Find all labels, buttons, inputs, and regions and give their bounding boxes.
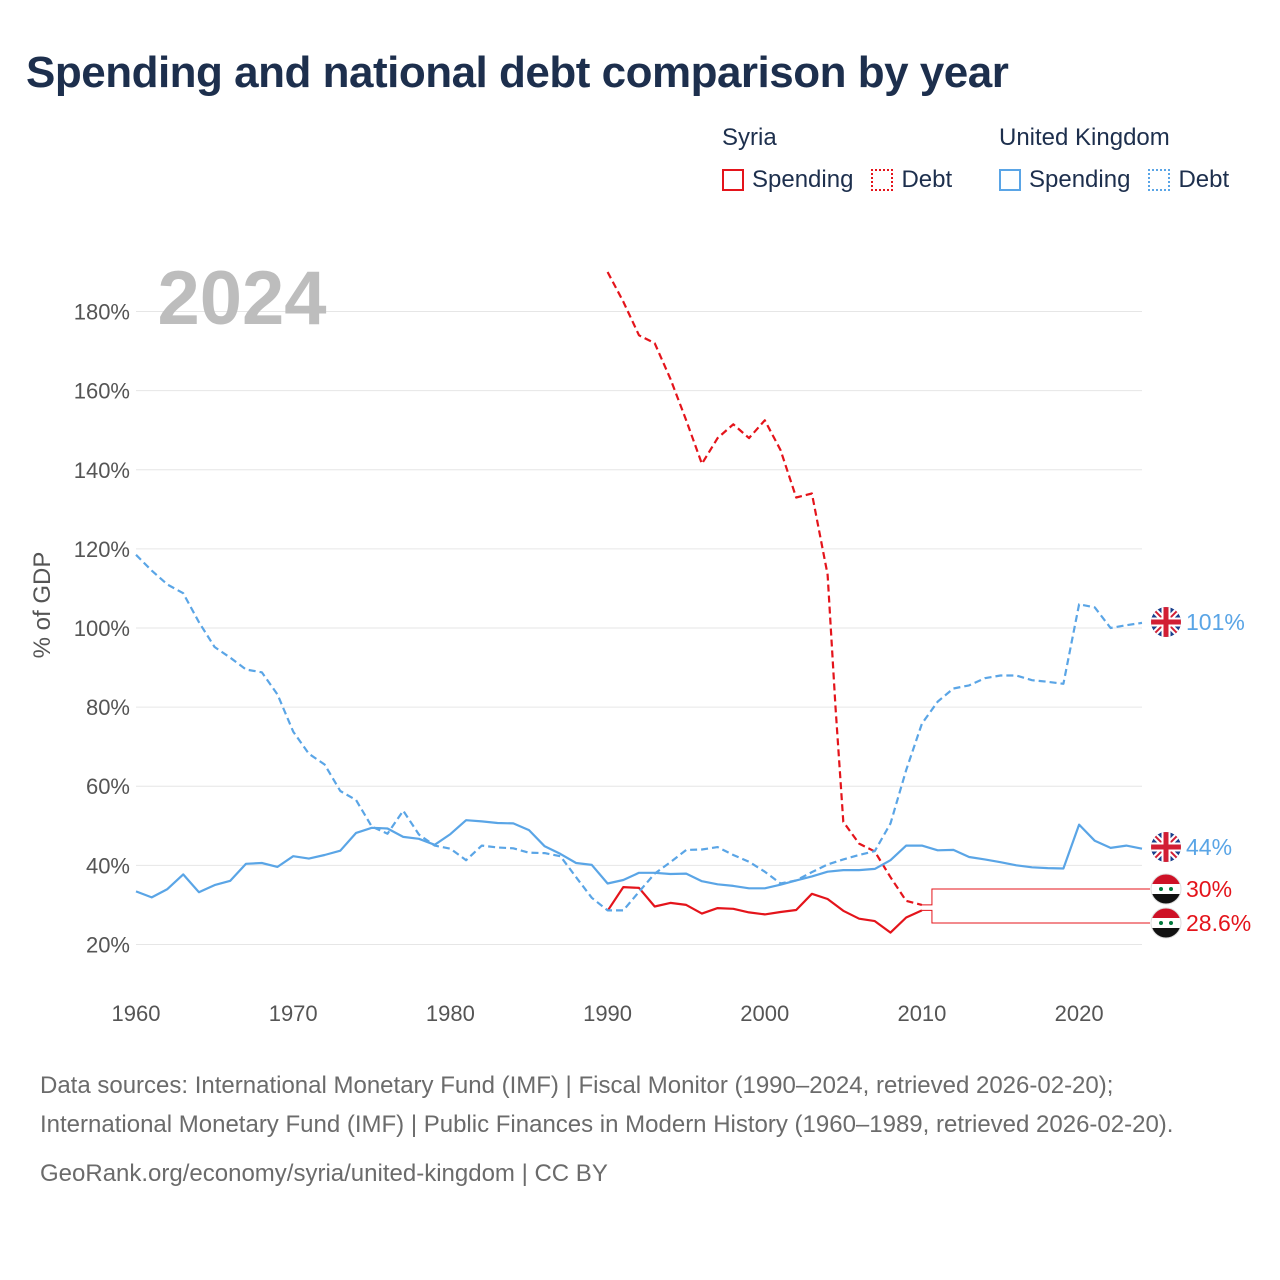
legend-item-uk-spending[interactable]: Spending <box>999 166 1130 194</box>
flag-stripe-red <box>1151 874 1181 884</box>
syria-flag-icon <box>1150 907 1182 939</box>
flag-stripe-white <box>1151 884 1181 894</box>
x-tick-label: 1970 <box>269 1001 318 1026</box>
x-tick-label: 2020 <box>1055 1001 1104 1026</box>
flag-outline <box>1150 873 1182 905</box>
attribution-link[interactable]: GeoRank.org/economy/syria/united-kingdom… <box>40 1160 608 1187</box>
x-tick-label: 1960 <box>112 1001 161 1026</box>
legend-item-uk-debt[interactable]: Debt <box>1148 166 1229 194</box>
flag-stripe-red <box>1151 908 1181 918</box>
series-line-syria-debt <box>606 271 923 906</box>
y-axis-label: % of GDP <box>29 552 56 659</box>
year-watermark: 2024 <box>157 256 326 341</box>
series-line-united-kingdom-spending <box>135 819 1143 899</box>
series-line-syria-spending <box>606 886 923 934</box>
x-axis-ticks: 1960 1970 1980 1990 2000 2010 2020 <box>112 1001 1104 1026</box>
x-tick-label: 1990 <box>583 1001 632 1026</box>
label-connectors <box>921 888 1150 924</box>
legend-label: Spending <box>1029 166 1131 193</box>
x-tick-label: 2010 <box>897 1001 946 1026</box>
y-tick-label: 20% <box>86 932 130 957</box>
uk-flag-icon <box>1151 607 1181 637</box>
end-value-label: 101% <box>1186 609 1245 635</box>
data-sources: Data sources: International Monetary Fun… <box>40 1072 1174 1138</box>
flag-body <box>1151 874 1181 904</box>
dotted-swatch-icon <box>1148 169 1171 191</box>
legend-item-syria-spending[interactable]: Spending <box>722 166 853 194</box>
legend-label: Spending <box>752 166 854 193</box>
y-tick-label: 40% <box>86 853 130 878</box>
legend-group-united-kingdom: United Kingdom Spending Debt <box>999 124 1247 194</box>
legend-group-syria: Syria Spending Debt <box>722 124 970 194</box>
legend-label: Debt <box>901 166 953 193</box>
flag-stripe-black <box>1151 928 1181 938</box>
series-line-united-kingdom-debt <box>135 554 1143 912</box>
legend-label: Debt <box>1178 166 1230 193</box>
connector-line <box>921 909 1150 924</box>
flag-body <box>1151 908 1181 938</box>
series-lines <box>135 271 1143 934</box>
gridlines <box>136 311 1142 945</box>
legend-item-syria-debt[interactable]: Debt <box>871 166 952 194</box>
legend-country-syria: Syria <box>722 124 777 151</box>
chart-title: Spending and national debt comparison by… <box>26 48 1009 97</box>
solid-swatch-icon <box>722 169 744 191</box>
flag-cross-red <box>1163 607 1169 637</box>
solid-swatch-icon <box>999 169 1021 191</box>
y-tick-label: 100% <box>74 616 130 641</box>
flag-body <box>1151 607 1181 637</box>
syria-flag-icon <box>1150 873 1182 905</box>
y-tick-label: 80% <box>86 695 130 720</box>
end-value-label: 28.6% <box>1186 910 1251 936</box>
x-tick-label: 2000 <box>740 1001 789 1026</box>
end-value-label: 30% <box>1186 876 1232 902</box>
flag-cross-red <box>1163 832 1169 862</box>
connector-line <box>921 888 1150 906</box>
y-tick-label: 140% <box>74 458 130 483</box>
y-axis-ticks: 20% 40% 60% 80% 100% 120% 140% 160% 180% <box>74 300 130 958</box>
y-tick-label: 120% <box>74 537 130 562</box>
uk-flag-icon <box>1151 832 1181 862</box>
x-tick-label: 1980 <box>426 1001 475 1026</box>
dotted-swatch-icon <box>871 169 894 191</box>
flag-body <box>1151 832 1181 862</box>
y-tick-label: 60% <box>86 774 130 799</box>
y-tick-label: 160% <box>74 379 130 404</box>
footer: Data sources: International Monetary Fun… <box>40 1066 1240 1193</box>
flag-star <box>1159 921 1163 925</box>
legend-country-united-kingdom: United Kingdom <box>999 124 1170 151</box>
end-labels: 101% 44% 30% 28.6% <box>1150 607 1251 939</box>
flag-star <box>1159 887 1163 891</box>
y-tick-label: 180% <box>74 300 130 325</box>
flag-star <box>1169 921 1173 925</box>
flag-stripe-white <box>1151 918 1181 928</box>
flag-stripe-black <box>1151 894 1181 904</box>
end-value-label: 44% <box>1186 834 1232 860</box>
flag-outline <box>1150 907 1182 939</box>
line-chart: 2024 % of GDP 20% 40% 60% 80% 100% 120% 140% 16… <box>29 256 1251 1026</box>
flag-star <box>1169 887 1173 891</box>
